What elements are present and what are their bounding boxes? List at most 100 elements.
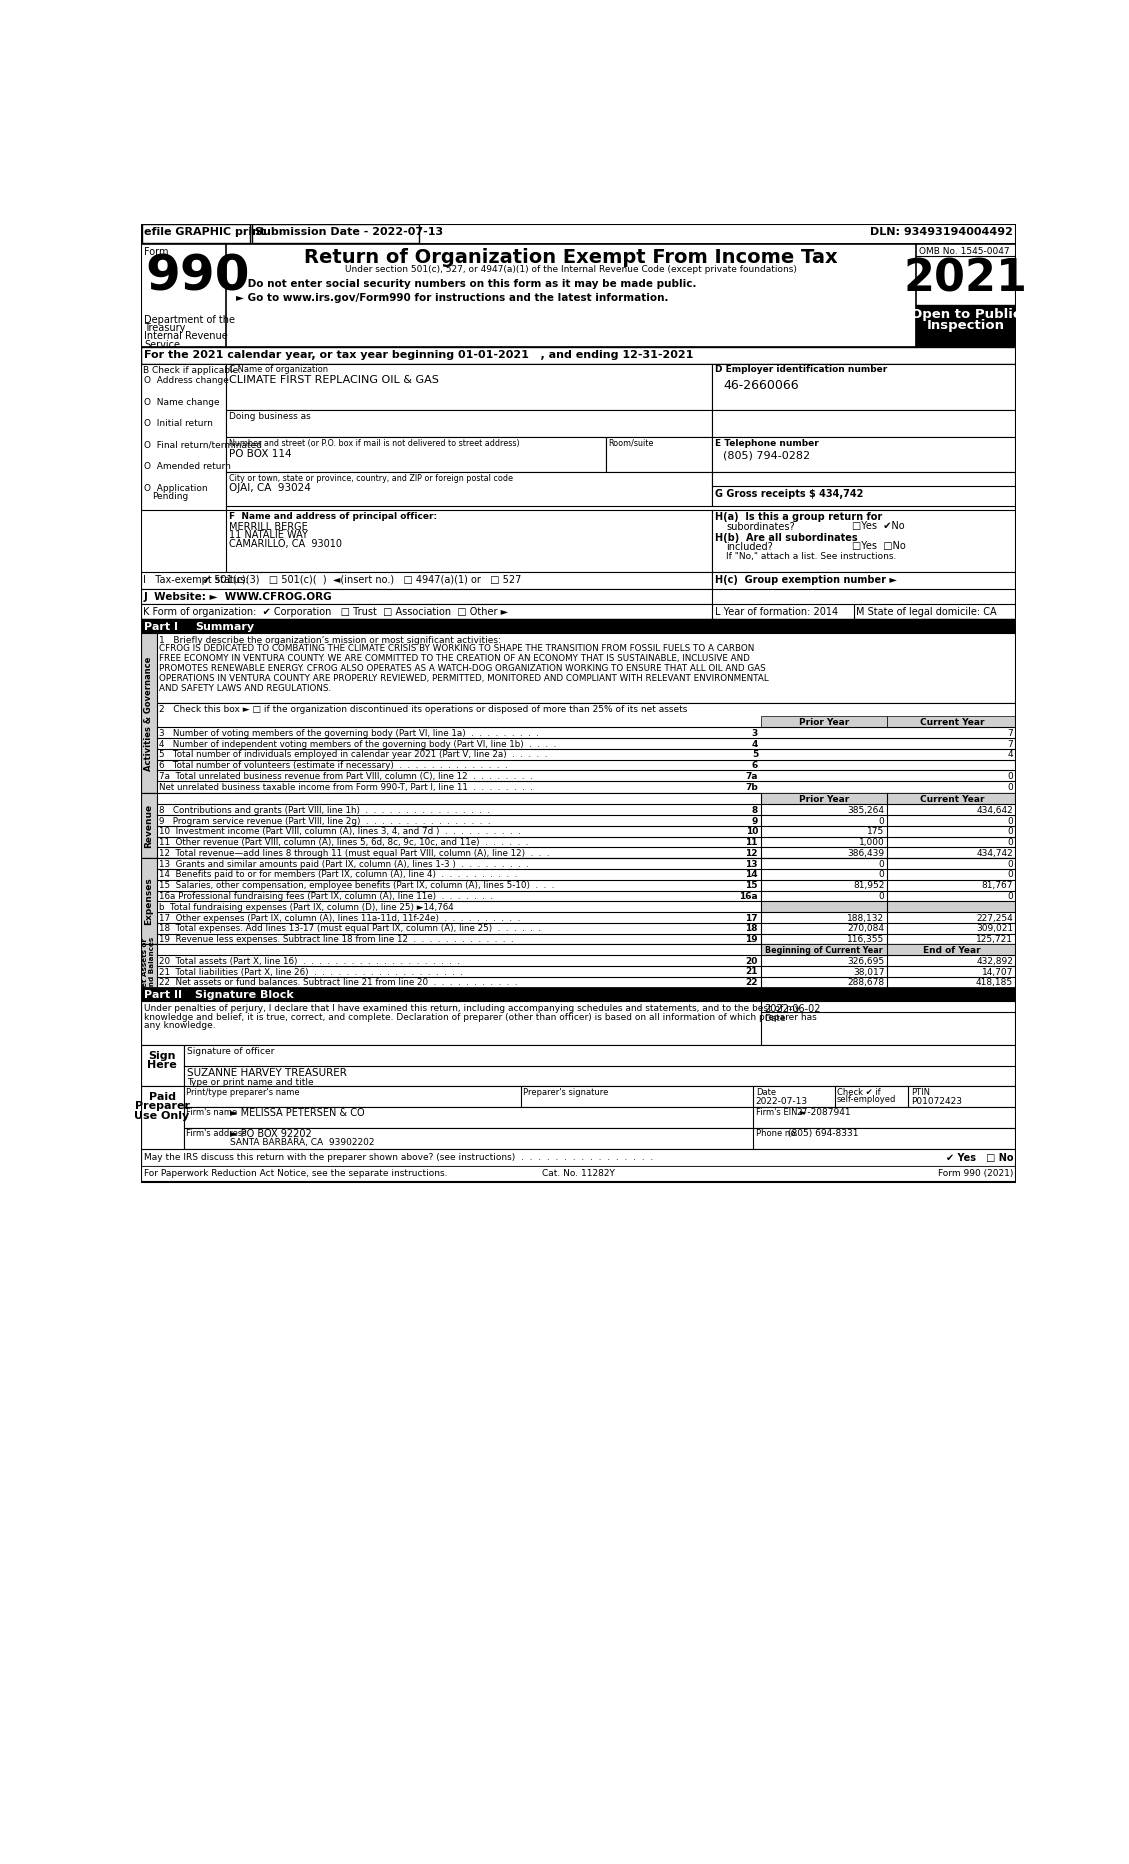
Text: K Form of organization:  ✔ Corporation   □ Trust  □ Association  □ Other ►: K Form of organization: ✔ Corporation □ … [143, 608, 508, 617]
Text: ► MELISSA PETERSEN & CO: ► MELISSA PETERSEN & CO [230, 1109, 365, 1118]
Bar [184, 1087, 1016, 1107]
Bar [252, 224, 419, 242]
Text: For Paperwork Reduction Act Notice, see the separate instructions.: For Paperwork Reduction Act Notice, see … [145, 1169, 448, 1178]
Text: Current Year: Current Year [919, 718, 984, 727]
Text: Date: Date [755, 1087, 776, 1096]
Text: 2   Check this box ► □ if the organization discontinued its operations or dispos: 2 Check this box ► □ if the organization… [159, 705, 688, 714]
Text: 3: 3 [752, 729, 758, 738]
Bar [141, 363, 227, 511]
Text: AND SAFETY LAWS AND REGULATIONS.: AND SAFETY LAWS AND REGULATIONS. [159, 684, 331, 693]
Text: 0: 0 [1007, 772, 1013, 781]
Text: 0: 0 [1007, 839, 1013, 846]
Bar [141, 1087, 184, 1154]
Text: any knowledge.: any knowledge. [145, 1021, 216, 1031]
Text: 19  Revenue less expenses. Subtract line 18 from line 12  .  .  .  .  .  .  .  .: 19 Revenue less expenses. Subtract line … [159, 936, 514, 945]
Text: C Name of organization: C Name of organization [229, 365, 327, 375]
Text: 0: 0 [878, 870, 884, 880]
Text: OMB No. 1545-0047: OMB No. 1545-0047 [919, 246, 1009, 255]
Text: City or town, state or province, country, and ZIP or foreign postal code: City or town, state or province, country… [229, 473, 513, 483]
Text: Preparer: Preparer [134, 1102, 190, 1111]
Text: 22: 22 [745, 979, 758, 988]
Text: 21: 21 [745, 967, 758, 977]
Text: ► Go to www.irs.gov/Form990 for instructions and the latest information.: ► Go to www.irs.gov/Form990 for instruct… [236, 293, 668, 304]
Text: Part I: Part I [145, 623, 178, 632]
Bar [141, 619, 1016, 634]
Text: 432,892: 432,892 [977, 956, 1013, 966]
Text: 12: 12 [745, 848, 758, 857]
Text: E Telephone number: E Telephone number [715, 438, 819, 447]
Bar [141, 589, 712, 604]
Text: 434,742: 434,742 [977, 848, 1013, 857]
Text: Treasury: Treasury [145, 322, 185, 334]
Bar [141, 1044, 184, 1087]
Text: (805) 694-8331: (805) 694-8331 [788, 1130, 859, 1139]
Text: SUZANNE HARVEY TREASURER: SUZANNE HARVEY TREASURER [187, 1068, 347, 1077]
Text: Pending: Pending [152, 492, 189, 501]
Bar [761, 716, 887, 727]
Bar [141, 794, 157, 857]
Text: 0: 0 [1007, 859, 1013, 869]
Text: Check ✔ if: Check ✔ if [837, 1087, 881, 1096]
Bar [887, 945, 1016, 954]
Text: Doing business as: Doing business as [229, 412, 310, 421]
Text: 8: 8 [752, 805, 758, 815]
Text: Beginning of Current Year: Beginning of Current Year [765, 945, 883, 954]
Text: 38,017: 38,017 [852, 967, 884, 977]
Text: Firm's name: Firm's name [186, 1109, 237, 1117]
Text: Firm's EIN ►: Firm's EIN ► [755, 1109, 806, 1117]
Text: Use Only: Use Only [134, 1111, 190, 1120]
Text: Preparer's signature: Preparer's signature [523, 1087, 609, 1096]
Text: Return of Organization Exempt From Income Tax: Return of Organization Exempt From Incom… [305, 248, 838, 267]
Text: FREE ECONOMY IN VENTURA COUNTY. WE ARE COMMITTED TO THE CREATION OF AN ECONOMY T: FREE ECONOMY IN VENTURA COUNTY. WE ARE C… [159, 654, 750, 664]
Bar [227, 436, 606, 472]
Text: H(a)  Is this a group return for: H(a) Is this a group return for [715, 513, 882, 522]
Bar [761, 945, 887, 954]
Text: 0: 0 [1007, 870, 1013, 880]
Text: 1,000: 1,000 [858, 839, 884, 846]
Bar [141, 244, 227, 347]
Bar [141, 604, 1016, 619]
Text: 7a  Total unrelated business revenue from Part VIII, column (C), line 12  .  .  : 7a Total unrelated business revenue from… [159, 772, 533, 781]
Text: Under section 501(c), 527, or 4947(a)(1) of the Internal Revenue Code (except pr: Under section 501(c), 527, or 4947(a)(1)… [345, 265, 797, 274]
Text: 990: 990 [146, 254, 251, 300]
Text: P01072423: P01072423 [911, 1096, 962, 1105]
Text: PROMOTES RENEWABLE ENERGY. CFROG ALSO OPERATES AS A WATCH-DOG ORGANIZATION WORKI: PROMOTES RENEWABLE ENERGY. CFROG ALSO OP… [159, 664, 765, 673]
Bar [712, 572, 1016, 589]
Text: 5   Total number of individuals employed in calendar year 2021 (Part V, line 2a): 5 Total number of individuals employed i… [159, 751, 548, 759]
Text: 4: 4 [1007, 751, 1013, 759]
Text: 326,695: 326,695 [847, 956, 884, 966]
Text: Expenses: Expenses [145, 878, 154, 925]
Text: O  Initial return: O Initial return [145, 419, 213, 429]
Text: 21  Total liabilities (Part X, line 26)  .  .  .  .  .  .  .  .  .  .  .  .  .  : 21 Total liabilities (Part X, line 26) .… [159, 967, 463, 977]
Bar [184, 1044, 1016, 1087]
Text: □Yes  □No: □Yes □No [851, 541, 905, 552]
Text: Signature of officer: Signature of officer [187, 1048, 274, 1055]
Text: 6   Total number of volunteers (estimate if necessary)  .  .  .  .  .  .  .  .  : 6 Total number of volunteers (estimate i… [159, 761, 508, 770]
Text: 8   Contributions and grants (Part VIII, line 1h)  .  .  .  .  .  .  .  .  .  . : 8 Contributions and grants (Part VIII, l… [159, 805, 490, 815]
Text: 0: 0 [1007, 828, 1013, 837]
Bar [141, 988, 1016, 1001]
Text: ► Do not enter social security numbers on this form as it may be made public.: ► Do not enter social security numbers o… [236, 280, 697, 289]
Text: subordinates?: subordinates? [726, 522, 795, 531]
Text: OPERATIONS IN VENTURA COUNTY ARE PROPERLY REVIEWED, PERMITTED, MONITORED AND COM: OPERATIONS IN VENTURA COUNTY ARE PROPERL… [159, 675, 769, 682]
Bar [916, 244, 1016, 347]
Bar [141, 347, 1016, 363]
Text: 11 NATALIE WAY: 11 NATALIE WAY [229, 529, 307, 541]
Text: Phone no.: Phone no. [755, 1130, 797, 1139]
Text: PO BOX 114: PO BOX 114 [229, 449, 291, 459]
Text: 16a Professional fundraising fees (Part IX, column (A), line 11e)  .  .  .  .  .: 16a Professional fundraising fees (Part … [159, 893, 493, 900]
Bar [916, 306, 1016, 347]
Text: 81,767: 81,767 [981, 882, 1013, 891]
Text: 20: 20 [745, 956, 758, 966]
Text: M State of legal domicile: CA: M State of legal domicile: CA [856, 608, 996, 617]
Text: 4   Number of independent voting members of the governing body (Part VI, line 1b: 4 Number of independent voting members o… [159, 740, 557, 749]
Bar [141, 703, 1016, 794]
Text: 7: 7 [1007, 740, 1013, 749]
Bar [141, 945, 1016, 988]
Bar [227, 363, 712, 410]
Text: 418,185: 418,185 [975, 979, 1013, 988]
Text: 15  Salaries, other compensation, employee benefits (Part IX, column (A), lines : 15 Salaries, other compensation, employe… [159, 882, 554, 891]
Text: 7b: 7b [745, 783, 758, 792]
Text: Net Assets or
Fund Balances: Net Assets or Fund Balances [142, 936, 156, 995]
Text: ► PO BOX 92202: ► PO BOX 92202 [230, 1130, 312, 1139]
